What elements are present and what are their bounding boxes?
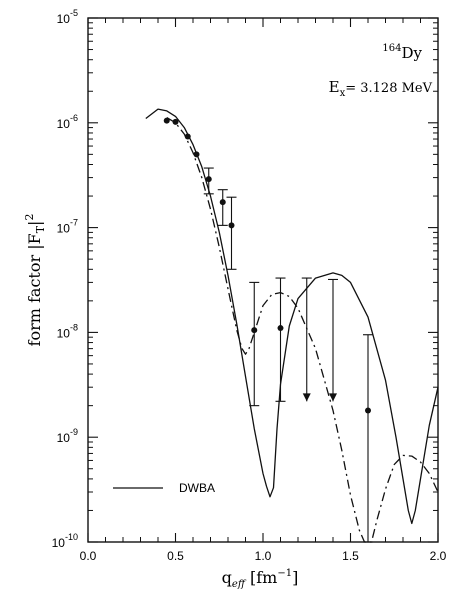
data-point xyxy=(277,325,284,332)
x-tick-label: 2.0 xyxy=(430,549,447,563)
data-point xyxy=(163,117,170,124)
data-point xyxy=(219,199,226,206)
data-point xyxy=(228,222,235,229)
x-tick-label: 1.0 xyxy=(255,549,272,563)
x-tick-label: 1.5 xyxy=(342,549,359,563)
curves xyxy=(145,108,439,543)
data-point xyxy=(251,327,258,334)
data-point xyxy=(365,407,371,414)
x-tick-label: 0.0 xyxy=(80,549,97,563)
data-point xyxy=(172,118,179,125)
data-point xyxy=(193,151,200,158)
data-points xyxy=(163,117,373,543)
x-axis-title: qeff [fm−1] xyxy=(222,568,299,590)
svg-text:164Dy: 164Dy xyxy=(382,43,422,62)
curve-dwba xyxy=(145,108,439,525)
upper-limit-arrow xyxy=(302,393,311,402)
x-tick-label: 0.5 xyxy=(167,549,184,563)
y-tick-label: 10-6 xyxy=(57,113,78,131)
svg-text:Ex= 3.128 MeV: Ex= 3.128 MeV xyxy=(329,78,433,99)
legend: DWBA xyxy=(113,481,215,495)
y-axis-title: form factor |FT|2 xyxy=(23,214,47,347)
y-tick-label: 10-7 xyxy=(57,218,78,236)
axis-ticks xyxy=(87,17,439,543)
y-tick-label: 10-8 xyxy=(57,322,78,340)
curve-dashed xyxy=(166,117,439,543)
data-point xyxy=(184,133,191,140)
y-tick-label: 10-9 xyxy=(57,427,78,445)
nucleus-annotation: 164Dy xyxy=(382,43,422,62)
plot-frame xyxy=(87,17,439,543)
legend-label: DWBA xyxy=(179,481,215,495)
excitation-energy-label: Ex= 3.128 MeV xyxy=(329,78,433,99)
data-point xyxy=(205,176,212,183)
upper-limit-arrow xyxy=(329,393,337,402)
y-tick-label: 10-10 xyxy=(52,532,78,550)
y-tick-label: 10-5 xyxy=(57,8,78,26)
axis-tick-labels: 0.0 0.5 1.0 1.5 2.0 10-10 10-9 10-8 10-7 10-6 10-5 xyxy=(52,8,447,563)
